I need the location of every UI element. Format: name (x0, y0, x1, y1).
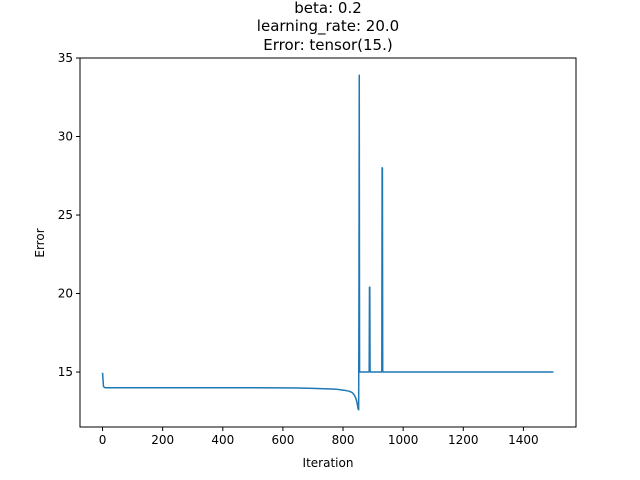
series-line-0 (101, 74, 554, 411)
x-tick-label: 800 (332, 433, 355, 447)
y-tick-label: 25 (58, 208, 73, 222)
y-tick-label: 15 (58, 365, 73, 379)
y-tick-label: 35 (58, 51, 73, 65)
x-tick-label: 0 (99, 433, 107, 447)
x-tick-label: 1000 (388, 433, 419, 447)
plot-area-frame (79, 57, 577, 428)
x-tick-label: 400 (211, 433, 234, 447)
x-tick-label: 600 (271, 433, 294, 447)
x-axis-label: Iteration (303, 456, 354, 470)
x-tick-label: 1400 (508, 433, 539, 447)
chart-title-line-1: beta: 0.2 (294, 0, 362, 17)
plot-series-group (101, 74, 554, 411)
y-tick-label: 30 (58, 130, 73, 144)
x-axis-ticks: 0 200 400 600 800 1000 1200 1400 (99, 427, 539, 447)
y-axis-label: Error (33, 228, 47, 257)
chart-title-line-2: learning_rate: 20.0 (257, 17, 399, 36)
y-tick-label: 20 (58, 287, 73, 301)
x-tick-label: 200 (151, 433, 174, 447)
chart-title-line-3: Error: tensor(15.) (263, 36, 392, 54)
x-tick-label: 1200 (448, 433, 479, 447)
y-axis-ticks: 15 20 25 30 35 (58, 51, 80, 379)
